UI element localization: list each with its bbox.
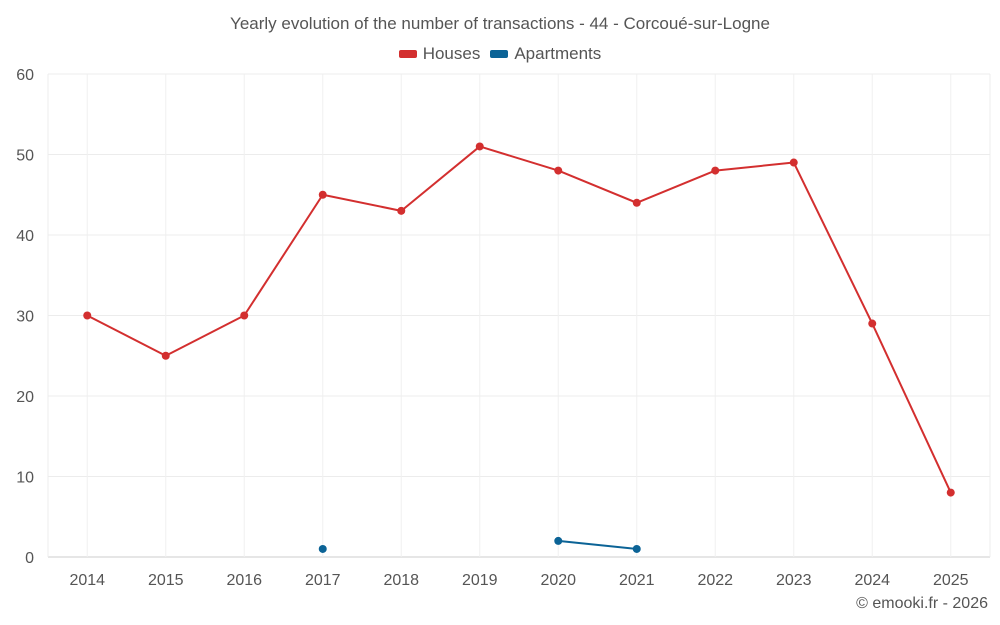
data-point-houses-2014 xyxy=(83,311,92,320)
legend-item-houses[interactable]: Houses xyxy=(398,44,481,64)
data-point-houses-2024 xyxy=(868,319,877,328)
data-point-houses-2025 xyxy=(946,488,955,497)
data-point-houses-2023 xyxy=(789,158,798,167)
data-point-apartments-2020 xyxy=(554,536,563,545)
y-tick-label-60: 60 xyxy=(16,67,34,84)
legend-label-houses: Houses xyxy=(422,44,481,63)
x-tick-label-2018: 2018 xyxy=(383,572,419,589)
x-tick-label-2020: 2020 xyxy=(540,572,576,589)
y-tick-label-20: 20 xyxy=(16,389,34,406)
y-tick-label-0: 0 xyxy=(25,550,34,567)
data-point-houses-2017 xyxy=(318,190,327,199)
legend-swatch-apartments xyxy=(490,50,509,58)
data-point-houses-2019 xyxy=(475,142,484,151)
x-tick-label-2019: 2019 xyxy=(462,572,498,589)
x-tick-label-2025: 2025 xyxy=(933,572,969,589)
legend: Houses Apartments xyxy=(0,44,1000,64)
data-point-apartments-2021 xyxy=(632,544,641,553)
data-point-apartments-2017 xyxy=(318,544,327,553)
data-point-houses-2022 xyxy=(711,166,720,175)
series-line-apartments-1 xyxy=(558,539,637,550)
x-tick-label-2016: 2016 xyxy=(226,572,262,589)
credit-text: © emooki.fr - 2026 xyxy=(856,595,988,612)
data-point-houses-2021 xyxy=(632,198,641,207)
x-tick-label-2021: 2021 xyxy=(619,572,655,589)
series-line-houses-0 xyxy=(86,145,952,494)
legend-label-apartments: Apartments xyxy=(514,44,602,63)
x-tick-label-2014: 2014 xyxy=(69,572,105,589)
y-tick-label-30: 30 xyxy=(16,309,34,326)
data-point-houses-2016 xyxy=(240,311,249,320)
y-tick-label-40: 40 xyxy=(16,228,34,245)
y-tick-label-50: 50 xyxy=(16,148,34,165)
x-tick-label-2024: 2024 xyxy=(854,572,890,589)
data-point-houses-2015 xyxy=(161,351,170,360)
x-tick-label-2017: 2017 xyxy=(305,572,341,589)
data-point-houses-2018 xyxy=(397,206,406,215)
chart-title: Yearly evolution of the number of transa… xyxy=(230,14,770,33)
legend-item-apartments[interactable]: Apartments xyxy=(490,44,601,64)
data-point-houses-2020 xyxy=(554,166,563,175)
x-tick-label-2023: 2023 xyxy=(776,572,812,589)
x-tick-label-2015: 2015 xyxy=(148,572,184,589)
x-tick-label-2022: 2022 xyxy=(697,572,733,589)
legend-swatch-houses xyxy=(398,50,417,58)
y-tick-label-10: 10 xyxy=(16,470,34,487)
